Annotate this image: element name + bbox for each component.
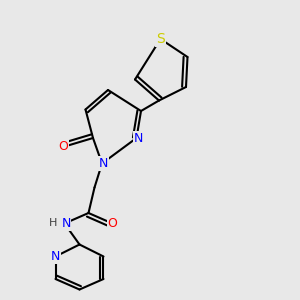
Text: N: N (51, 250, 60, 263)
Text: O: O (108, 217, 117, 230)
Text: N: N (133, 131, 143, 145)
Text: N: N (61, 217, 71, 230)
Text: N: N (99, 157, 108, 170)
Text: H: H (49, 218, 57, 228)
Text: S: S (156, 32, 165, 46)
Text: O: O (58, 140, 68, 154)
